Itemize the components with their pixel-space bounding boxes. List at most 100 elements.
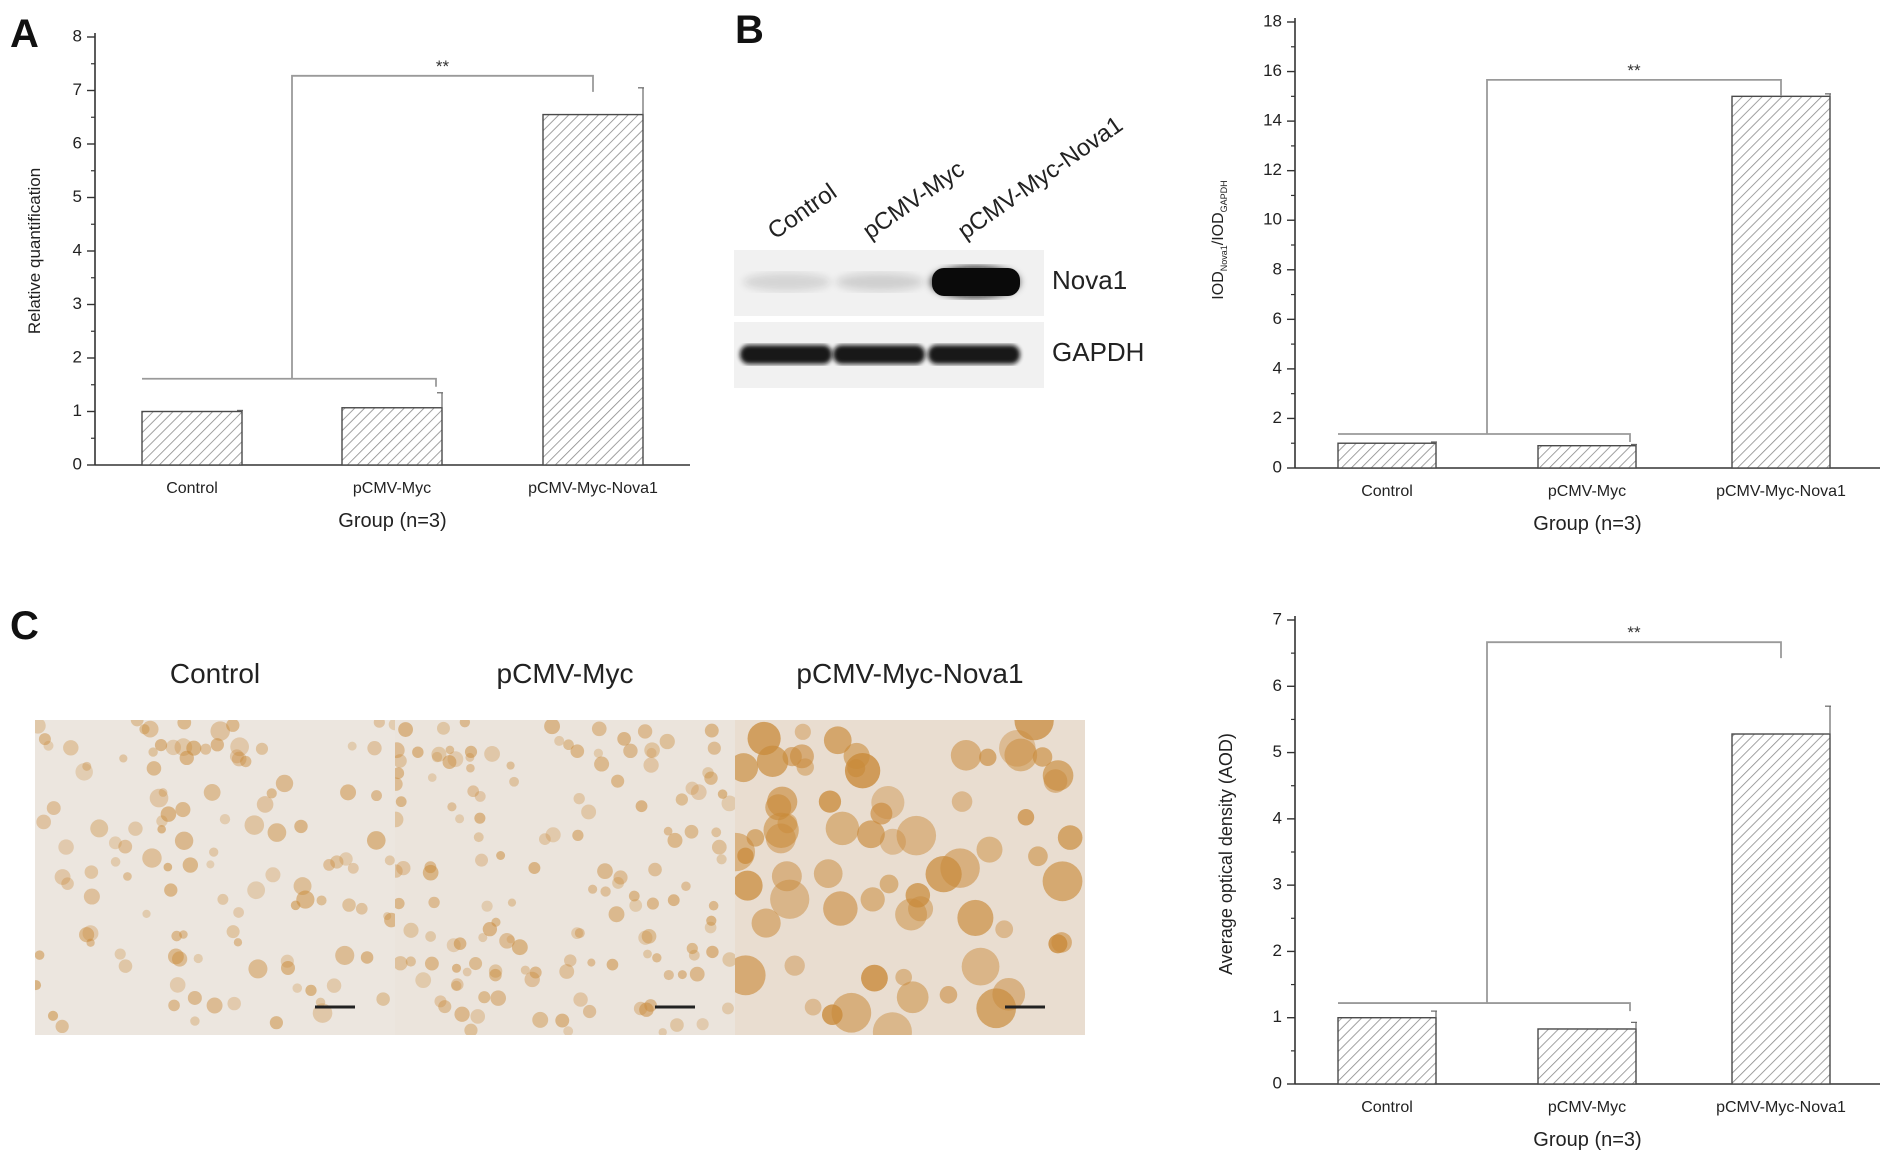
stained-cell — [451, 963, 462, 973]
stained-cell — [482, 922, 498, 937]
y-tick-label: 6 — [1273, 309, 1282, 328]
stained-cell — [623, 743, 638, 759]
row-label-gapdh: GAPDH — [1052, 337, 1144, 367]
stained-cell — [141, 720, 159, 738]
stained-cell — [643, 757, 659, 773]
stained-cell — [167, 948, 184, 965]
y-tick-label: 0 — [1273, 1073, 1282, 1092]
lane-label: pCMV-Myc-Nova1 — [953, 111, 1128, 245]
stained-cell — [823, 891, 858, 926]
stained-cell — [707, 741, 721, 755]
bar-control — [1337, 442, 1437, 469]
stained-cell — [206, 997, 223, 1014]
lane-label: Control — [763, 178, 842, 244]
y-tick-label: 4 — [1273, 808, 1282, 827]
stained-cell — [190, 1016, 200, 1026]
stained-cell — [1004, 738, 1038, 772]
stained-cell — [179, 750, 194, 766]
stained-cell — [1048, 934, 1068, 954]
stained-cell — [992, 977, 1026, 1011]
stained-cell — [570, 744, 585, 759]
y-tick-label: 8 — [73, 26, 82, 45]
y-tick-label: 4 — [73, 240, 82, 259]
stained-cell — [470, 1009, 486, 1024]
bar-pcmv-myc-nova1 — [542, 113, 644, 466]
stained-cell — [554, 735, 565, 746]
panel-letter-a: A — [10, 12, 39, 56]
stained-cell — [247, 881, 266, 900]
stained-cell — [330, 855, 344, 869]
stained-cell — [226, 925, 240, 939]
stained-cell — [86, 938, 95, 947]
stained-cell — [684, 824, 699, 839]
stained-cell — [296, 890, 315, 909]
stained-cell — [55, 1019, 69, 1034]
stained-cell — [256, 796, 274, 813]
stained-cell — [559, 964, 575, 979]
stained-cell — [442, 755, 457, 770]
stained-cell — [721, 795, 735, 812]
stained-cell — [612, 877, 624, 889]
micrograph-pcmv-myc-nova1 — [735, 720, 1085, 1035]
stained-cell — [395, 796, 407, 808]
significance-marker: ** — [436, 57, 450, 76]
stained-cell — [165, 739, 181, 756]
stained-cell — [588, 884, 598, 894]
stained-cell — [581, 804, 597, 820]
stained-cell — [644, 742, 660, 758]
stained-cell — [511, 939, 528, 956]
bar-pcmv-myc — [1537, 1028, 1637, 1085]
stained-cell — [395, 742, 405, 759]
stained-cell — [376, 992, 390, 1006]
stained-cell — [735, 753, 759, 783]
stained-cell — [395, 864, 403, 878]
stained-cell — [427, 773, 437, 782]
stained-cell — [323, 859, 335, 871]
significance-bracket — [142, 74, 594, 387]
stained-cell — [804, 998, 822, 1016]
micrograph-background — [395, 720, 735, 1035]
stained-cell — [424, 956, 439, 971]
stained-cell — [544, 720, 560, 735]
stained-cell — [675, 793, 688, 806]
stained-cell — [248, 959, 268, 979]
stained-cell — [717, 789, 728, 799]
y-tick-label: 18 — [1263, 11, 1282, 30]
stained-cell — [326, 978, 342, 993]
stained-cell — [716, 854, 727, 865]
stained-cell — [436, 721, 450, 735]
x-tick-label: Control — [1361, 1099, 1413, 1116]
stained-cell — [114, 948, 126, 960]
stained-cell — [555, 1013, 570, 1028]
stained-cell — [415, 972, 432, 989]
stained-cell — [366, 831, 386, 850]
stained-cell — [506, 935, 515, 944]
stained-cell — [722, 952, 735, 967]
bar-control — [1337, 1017, 1437, 1085]
stained-cell — [573, 992, 588, 1007]
panel-letter-b: B — [735, 8, 764, 52]
stained-cell — [777, 813, 798, 834]
stained-cell — [154, 738, 168, 752]
micrograph-background — [35, 720, 395, 1035]
y-tick-label: 3 — [1273, 875, 1282, 894]
stained-cell — [340, 784, 357, 801]
significance-marker: ** — [1627, 61, 1641, 80]
stained-cell — [172, 951, 188, 967]
stained-cell — [496, 851, 506, 860]
stained-cell — [711, 827, 722, 838]
stained-cell — [722, 1002, 734, 1015]
stained-cell — [275, 774, 294, 793]
stained-cell — [315, 997, 326, 1008]
x-tick-label: pCMV-Myc-Nova1 — [528, 480, 658, 497]
stained-cell — [384, 912, 395, 928]
stained-cell — [706, 945, 719, 959]
stained-cell — [395, 897, 405, 910]
stained-cell — [670, 1018, 684, 1032]
stained-cell — [600, 886, 611, 897]
stained-cell — [995, 920, 1014, 939]
stained-cell — [367, 740, 382, 756]
stained-cell — [1042, 861, 1083, 902]
micrograph-pcmv-myc — [395, 720, 735, 1035]
stained-cell — [635, 800, 648, 813]
